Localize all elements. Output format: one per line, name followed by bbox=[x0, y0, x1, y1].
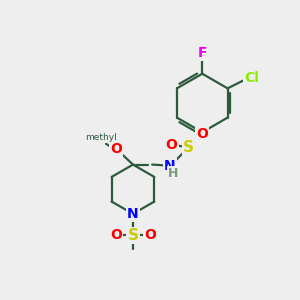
Text: O: O bbox=[196, 127, 208, 141]
Text: O: O bbox=[166, 138, 177, 152]
Text: Cl: Cl bbox=[244, 70, 259, 85]
Text: O: O bbox=[110, 228, 122, 242]
Text: H: H bbox=[168, 167, 178, 180]
Text: methyl: methyl bbox=[85, 133, 116, 142]
Text: F: F bbox=[197, 46, 207, 60]
Text: N: N bbox=[164, 159, 176, 173]
Text: S: S bbox=[183, 140, 194, 155]
Text: N: N bbox=[127, 207, 139, 221]
Text: S: S bbox=[128, 228, 139, 243]
Text: O: O bbox=[110, 142, 122, 156]
Text: O: O bbox=[144, 228, 156, 242]
